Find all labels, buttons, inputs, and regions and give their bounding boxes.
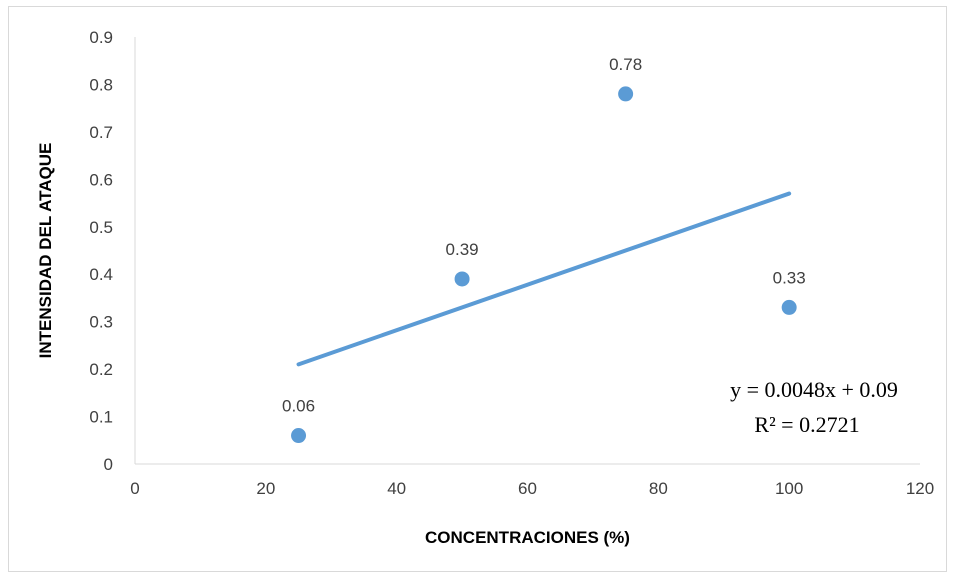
y-tick-label: 0.9	[89, 28, 113, 47]
y-axis-title: INTENSIDAD DEL ATAQUE	[36, 143, 55, 359]
x-tick-label: 80	[649, 479, 668, 498]
data-label: 0.33	[773, 268, 806, 287]
x-tick-label: 0	[130, 479, 139, 498]
data-labels: 0.06 0.39 0.78 0.33	[282, 55, 806, 416]
data-label: 0.06	[282, 397, 315, 416]
data-point	[291, 428, 307, 444]
x-tick-label: 40	[387, 479, 406, 498]
y-tick-label: 0.2	[89, 360, 113, 379]
data-point	[454, 271, 470, 287]
x-tick-label: 60	[518, 479, 537, 498]
data-point	[781, 299, 797, 315]
y-tick-label: 0.3	[89, 313, 113, 332]
trendline-equation: y = 0.0048x + 0.09	[730, 377, 898, 402]
axes	[134, 37, 920, 465]
x-tick-label: 100	[775, 479, 803, 498]
x-tick-label: 120	[906, 479, 934, 498]
y-tick-label: 0	[104, 455, 113, 474]
y-tick-label: 0.1	[89, 408, 113, 427]
y-tick-labels: 0 0.1 0.2 0.3 0.4 0.5 0.6 0.7 0.8 0.9	[89, 28, 113, 474]
trendline	[296, 191, 792, 367]
data-point	[618, 86, 634, 102]
y-tick-label: 0.8	[89, 75, 113, 94]
data-label: 0.78	[609, 55, 642, 74]
y-tick-label: 0.4	[89, 265, 113, 284]
data-label: 0.39	[446, 240, 479, 259]
y-tick-label: 0.6	[89, 170, 113, 189]
x-tick-labels: 0 20 40 60 80 100 120	[130, 479, 934, 498]
y-tick-label: 0.5	[89, 218, 113, 237]
trendline-r-squared: R² = 0.2721	[754, 412, 859, 437]
chart-frame	[8, 6, 947, 572]
x-tick-label: 20	[256, 479, 275, 498]
y-tick-label: 0.7	[89, 123, 113, 142]
data-points	[291, 86, 797, 444]
x-axis-title: CONCENTRACIONES (%)	[425, 528, 630, 547]
